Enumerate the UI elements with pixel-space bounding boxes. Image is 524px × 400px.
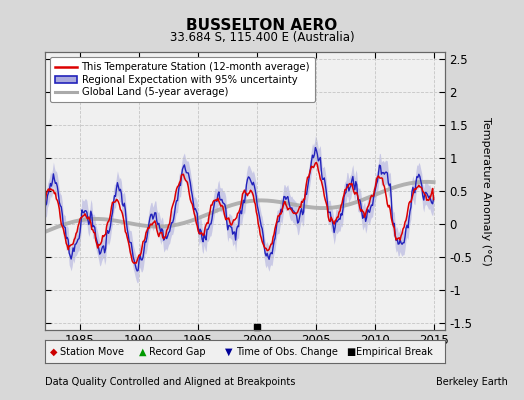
Text: ■: ■ [346,346,355,357]
Text: Berkeley Earth: Berkeley Earth [436,377,508,387]
Y-axis label: Temperature Anomaly (°C): Temperature Anomaly (°C) [481,117,491,265]
Text: Record Gap: Record Gap [149,346,206,357]
Text: Empirical Break: Empirical Break [356,346,433,357]
Text: Station Move: Station Move [60,346,124,357]
Legend: This Temperature Station (12-month average), Regional Expectation with 95% uncer: This Temperature Station (12-month avera… [50,57,315,102]
Text: BUSSELTON AERO: BUSSELTON AERO [187,18,337,34]
Text: 33.684 S, 115.400 E (Australia): 33.684 S, 115.400 E (Australia) [170,32,354,44]
Text: Data Quality Controlled and Aligned at Breakpoints: Data Quality Controlled and Aligned at B… [45,377,295,387]
Text: Time of Obs. Change: Time of Obs. Change [236,346,337,357]
Text: ▲: ▲ [139,346,146,357]
Text: ▼: ▼ [225,346,233,357]
Text: ◆: ◆ [50,346,57,357]
